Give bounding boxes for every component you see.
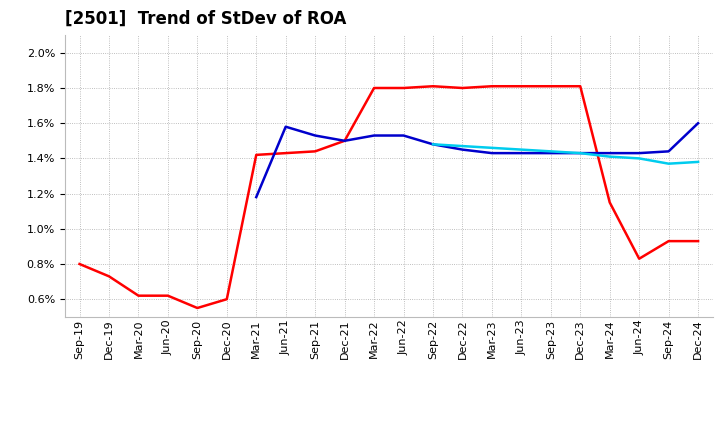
3 Years <box>487 84 496 89</box>
5 Years <box>517 150 526 156</box>
5 Years <box>635 150 644 156</box>
3 Years <box>399 85 408 91</box>
5 Years <box>282 124 290 129</box>
3 Years <box>104 274 113 279</box>
5 Years <box>311 133 320 138</box>
3 Years <box>311 149 320 154</box>
5 Years <box>694 121 703 126</box>
7 Years <box>606 154 614 159</box>
3 Years <box>665 238 673 244</box>
5 Years <box>487 150 496 156</box>
5 Years <box>458 147 467 152</box>
3 Years <box>282 150 290 156</box>
Line: 3 Years: 3 Years <box>79 86 698 308</box>
3 Years <box>370 85 379 91</box>
7 Years <box>487 145 496 150</box>
5 Years <box>252 194 261 200</box>
7 Years <box>458 143 467 149</box>
5 Years <box>546 150 555 156</box>
7 Years <box>635 156 644 161</box>
3 Years <box>193 305 202 311</box>
Text: [2501]  Trend of StDev of ROA: [2501] Trend of StDev of ROA <box>65 10 346 28</box>
3 Years <box>252 152 261 158</box>
3 Years <box>163 293 172 298</box>
Line: 5 Years: 5 Years <box>256 123 698 197</box>
7 Years <box>576 150 585 156</box>
7 Years <box>517 147 526 152</box>
3 Years <box>546 84 555 89</box>
5 Years <box>606 150 614 156</box>
7 Years <box>428 142 437 147</box>
7 Years <box>546 149 555 154</box>
5 Years <box>428 142 437 147</box>
3 Years <box>341 138 349 143</box>
3 Years <box>694 238 703 244</box>
3 Years <box>222 297 231 302</box>
3 Years <box>606 200 614 205</box>
5 Years <box>576 150 585 156</box>
5 Years <box>399 133 408 138</box>
3 Years <box>428 84 437 89</box>
5 Years <box>665 149 673 154</box>
7 Years <box>665 161 673 166</box>
5 Years <box>370 133 379 138</box>
5 Years <box>341 138 349 143</box>
3 Years <box>134 293 143 298</box>
3 Years <box>576 84 585 89</box>
7 Years <box>694 159 703 165</box>
3 Years <box>635 256 644 261</box>
3 Years <box>517 84 526 89</box>
3 Years <box>75 261 84 267</box>
3 Years <box>458 85 467 91</box>
Line: 7 Years: 7 Years <box>433 144 698 164</box>
